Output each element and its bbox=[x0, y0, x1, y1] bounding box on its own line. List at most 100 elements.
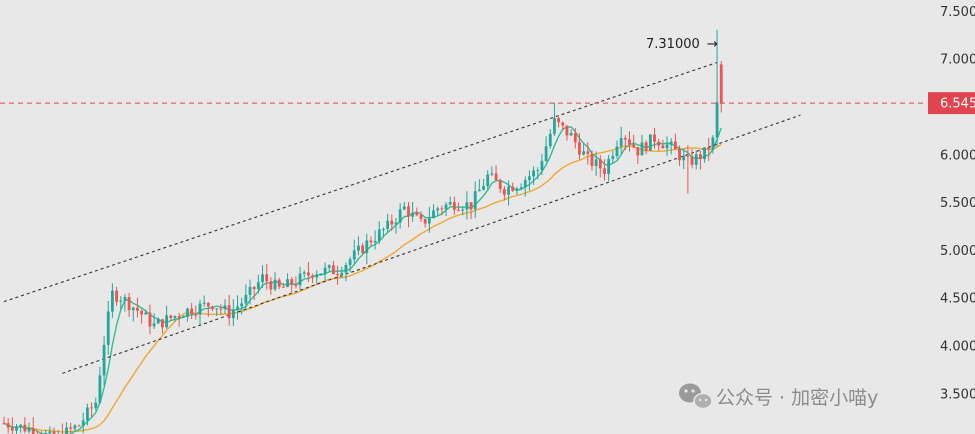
plot-area bbox=[0, 0, 926, 434]
candle-body bbox=[469, 202, 473, 210]
candle bbox=[286, 273, 289, 288]
candle-body bbox=[111, 290, 114, 312]
candle bbox=[10, 417, 14, 434]
candle-body bbox=[186, 308, 189, 317]
candle bbox=[23, 417, 27, 434]
candle-body bbox=[161, 319, 164, 328]
candle-body bbox=[486, 174, 490, 187]
candle bbox=[703, 147, 706, 163]
candle-body bbox=[532, 170, 535, 177]
candle-body bbox=[382, 228, 385, 230]
candle bbox=[611, 150, 615, 164]
y-tick-label: 4.000 bbox=[940, 340, 975, 355]
candle bbox=[632, 134, 636, 149]
candle-body bbox=[573, 133, 577, 143]
candle bbox=[694, 150, 698, 170]
candle bbox=[369, 236, 373, 247]
candle-body bbox=[10, 427, 14, 431]
candle-body bbox=[6, 423, 10, 428]
candle bbox=[248, 279, 252, 305]
candle bbox=[6, 418, 10, 434]
candle-body bbox=[578, 142, 581, 155]
candle-body bbox=[106, 311, 110, 345]
candle bbox=[636, 146, 640, 164]
candle bbox=[281, 283, 285, 288]
candle-body bbox=[432, 210, 435, 219]
candle bbox=[77, 424, 81, 427]
candle bbox=[598, 154, 602, 178]
watermark: 公众号 · 加密小喵y bbox=[679, 383, 878, 410]
candle-body bbox=[611, 155, 615, 159]
candle bbox=[382, 227, 385, 238]
candle-body bbox=[23, 424, 27, 432]
y-tick-label: 7.000 bbox=[940, 53, 975, 68]
candle-body bbox=[15, 427, 18, 431]
candle-body bbox=[440, 208, 444, 210]
candle bbox=[557, 116, 561, 128]
channel-line-upper bbox=[3, 61, 718, 303]
candle bbox=[219, 304, 223, 316]
candle bbox=[106, 300, 110, 355]
candle bbox=[252, 286, 256, 301]
candle-body bbox=[194, 314, 198, 316]
candle bbox=[427, 206, 431, 233]
candle-body bbox=[511, 186, 515, 191]
candle bbox=[661, 139, 665, 149]
candle bbox=[490, 166, 494, 177]
candle bbox=[211, 305, 214, 312]
candle bbox=[402, 201, 406, 211]
candle bbox=[73, 423, 77, 432]
candle bbox=[144, 309, 148, 315]
candle bbox=[277, 277, 281, 290]
candle-body bbox=[236, 306, 239, 310]
candle bbox=[319, 273, 323, 276]
watermark-text: 公众号 · 加密小喵y bbox=[716, 387, 878, 409]
candle-body bbox=[344, 264, 348, 273]
candle-body bbox=[457, 209, 460, 211]
candle bbox=[377, 221, 381, 245]
y-tick-label: 4.500 bbox=[940, 292, 975, 307]
candle-body bbox=[411, 212, 415, 217]
candle-body bbox=[678, 149, 681, 161]
candle-body bbox=[394, 222, 398, 225]
y-tick-label: 6.000 bbox=[940, 148, 975, 163]
candle bbox=[548, 128, 552, 149]
candle-body bbox=[148, 312, 152, 327]
candle-body bbox=[94, 402, 98, 408]
candle-body bbox=[623, 137, 627, 140]
candle-body bbox=[665, 144, 669, 149]
candle-body bbox=[390, 220, 394, 225]
candle-body bbox=[348, 259, 352, 265]
candle bbox=[457, 202, 460, 212]
candle bbox=[486, 170, 490, 190]
candle-body bbox=[386, 220, 390, 229]
candle bbox=[344, 262, 348, 282]
candle-body bbox=[244, 294, 248, 304]
candle-body bbox=[369, 240, 373, 243]
candle bbox=[536, 167, 540, 180]
candle bbox=[603, 159, 606, 181]
candle bbox=[227, 294, 231, 326]
candle-body bbox=[315, 274, 319, 278]
candle-body bbox=[202, 302, 206, 304]
channel-line-lower bbox=[62, 114, 801, 374]
candle bbox=[398, 203, 402, 229]
candle-body bbox=[682, 155, 686, 161]
candle-body bbox=[473, 191, 477, 210]
high-annotation: 7.31000 → bbox=[646, 37, 718, 52]
candle-body bbox=[619, 137, 623, 147]
candle bbox=[511, 182, 515, 192]
candle-body bbox=[152, 323, 156, 327]
candle bbox=[307, 262, 310, 282]
candle bbox=[394, 217, 398, 234]
candle-body bbox=[190, 308, 194, 315]
candle bbox=[81, 412, 85, 434]
candle-body bbox=[657, 141, 661, 146]
candle-body bbox=[332, 265, 335, 275]
candle bbox=[448, 196, 452, 206]
candle bbox=[503, 186, 506, 201]
candle-body bbox=[273, 279, 277, 290]
plot-background bbox=[0, 0, 926, 434]
candle-body bbox=[65, 427, 68, 434]
candle bbox=[236, 295, 239, 320]
